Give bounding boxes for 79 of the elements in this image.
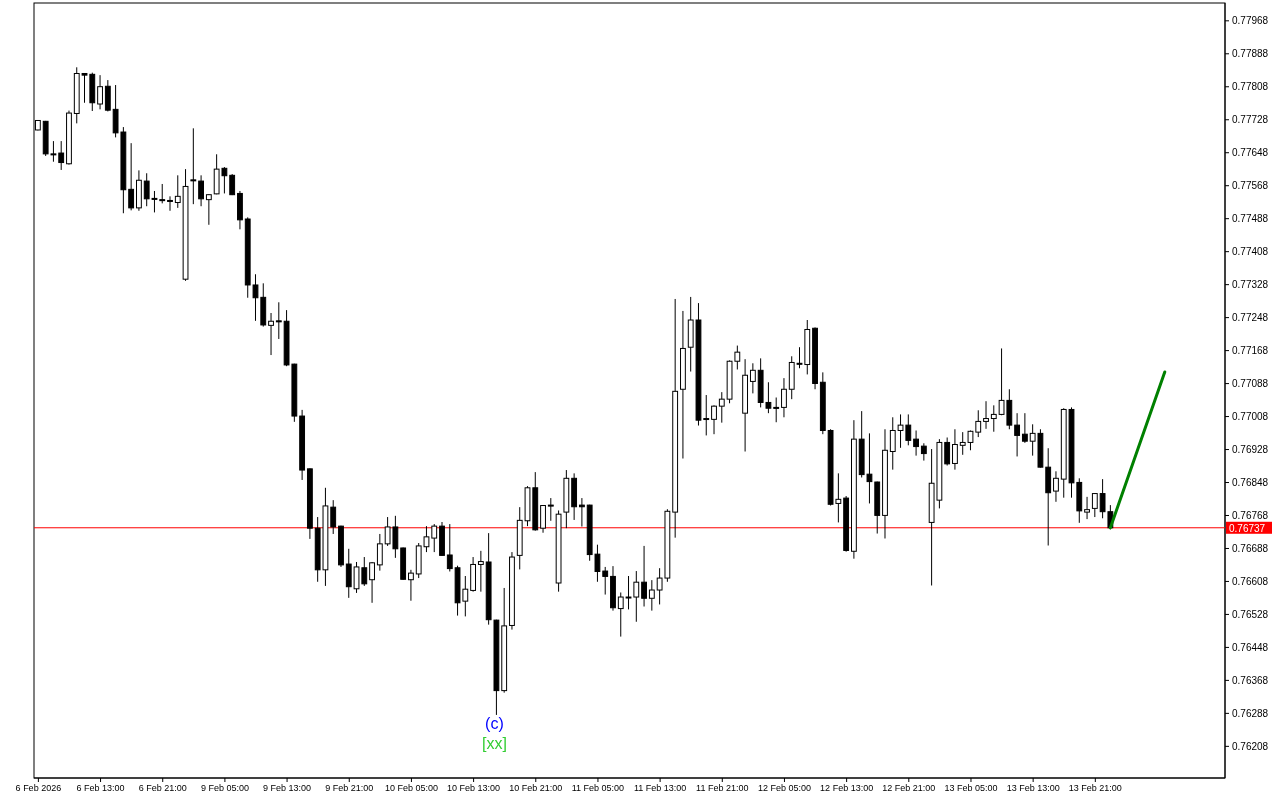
y-tick-label: 0.76848 (1232, 476, 1269, 488)
ref-line-label: 0.76737 (1229, 522, 1266, 534)
x-tick-label: 10 Feb 05:00 (384, 783, 438, 794)
x-tick-label: 11 Feb 05:00 (571, 783, 625, 794)
annotation: [xx] (481, 734, 507, 752)
candlestick (944, 436, 951, 467)
candlestick (190, 127, 197, 205)
candlestick (578, 497, 585, 528)
x-tick-label: 10 Feb 13:00 (447, 783, 501, 794)
candlestick (369, 561, 375, 604)
x-tick-label: 11 Feb 13:00 (633, 783, 687, 794)
candlestick (781, 377, 787, 418)
y-tick-label: 0.77488 (1232, 212, 1269, 224)
candlestick (773, 397, 780, 423)
candlestick (275, 301, 282, 340)
x-tick-label: 10 Feb 21:00 (509, 783, 563, 794)
candlestick (477, 550, 484, 593)
candlestick (983, 400, 989, 430)
candlestick (376, 533, 383, 572)
candlestick (198, 174, 204, 207)
candlestick (408, 569, 414, 602)
y-tick-label: 0.77808 (1232, 80, 1269, 92)
x-tick-label: 11 Feb 21:00 (696, 783, 749, 794)
x-tick-label: 12 Feb 05:00 (757, 783, 811, 794)
x-tick-label: 12 Feb 13:00 (820, 783, 874, 794)
x-tick-label: 9 Feb 13:00 (263, 783, 312, 794)
y-tick-label: 0.76208 (1232, 740, 1269, 752)
candlestick (97, 74, 103, 110)
y-tick-label: 0.76768 (1232, 509, 1269, 521)
candlestick (952, 428, 958, 471)
y-tick-label: 0.76288 (1232, 707, 1269, 719)
y-tick-label: 0.77728 (1232, 113, 1269, 125)
y-tick-label: 0.77168 (1232, 344, 1269, 356)
x-tick-label: 6 Feb 21:00 (138, 783, 187, 794)
candlestick (1091, 492, 1098, 518)
x-tick-label: 9 Feb 21:00 (325, 783, 374, 794)
y-tick-label: 0.77888 (1232, 47, 1269, 59)
candlestick (128, 142, 135, 211)
x-tick-label: 13 Feb 13:00 (1006, 783, 1060, 794)
y-tick-label: 0.77648 (1232, 146, 1269, 158)
candlestick (1014, 412, 1021, 457)
y-tick-label: 0.77968 (1232, 15, 1269, 27)
x-tick-label: 6 Feb 2026 (15, 783, 62, 794)
y-tick-label: 0.76368 (1232, 674, 1269, 686)
y-tick-label: 0.77248 (1232, 311, 1269, 323)
candlestick (1053, 470, 1059, 503)
candlestick (913, 429, 919, 457)
x-tick-label: 12 Feb 21:00 (882, 783, 936, 794)
candlestick (990, 404, 997, 433)
candlestick (104, 79, 111, 112)
y-tick-label: 0.77408 (1232, 245, 1269, 257)
y-tick-label: 0.76448 (1232, 641, 1269, 653)
candlestick (167, 195, 173, 212)
x-tick-label: 6 Feb 13:00 (76, 783, 125, 794)
y-tick-label: 0.76928 (1232, 443, 1269, 455)
x-tick-label: 13 Feb 05:00 (944, 783, 998, 794)
candlestick (641, 545, 647, 608)
candlestick (749, 362, 756, 394)
annotation: (c) (485, 714, 504, 732)
x-tick-label: 9 Feb 05:00 (200, 783, 249, 794)
candlestick (1021, 412, 1028, 444)
y-tick-label: 0.76688 (1232, 542, 1269, 554)
candlestick (648, 579, 655, 612)
candlestick (58, 140, 65, 171)
y-tick-label: 0.76608 (1232, 575, 1269, 587)
candlestick (547, 497, 554, 522)
candlestick (268, 312, 274, 356)
candlestick (540, 504, 546, 534)
candlestick (1084, 496, 1090, 520)
candlestick (718, 391, 725, 424)
y-tick-label: 0.77328 (1232, 278, 1269, 290)
y-tick-label: 0.77088 (1232, 377, 1269, 389)
candlestick (205, 193, 212, 226)
y-tick-label: 0.77568 (1232, 179, 1269, 191)
candlestick (330, 499, 337, 535)
y-tick-label: 0.77008 (1232, 410, 1269, 422)
candlestick (711, 404, 717, 435)
x-tick-label: 13 Feb 21:00 (1068, 783, 1122, 794)
y-tick-label: 0.76528 (1232, 608, 1269, 620)
